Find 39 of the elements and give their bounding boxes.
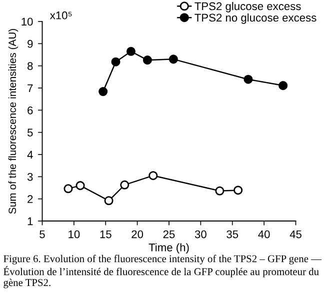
x-tick-label: 15 (100, 230, 112, 238)
x-tick-label: 25 (163, 230, 175, 238)
legend-label: TPS2 no glucose excess (194, 13, 316, 24)
point (234, 186, 243, 195)
point (104, 196, 114, 206)
point (142, 56, 152, 65)
point (76, 181, 85, 190)
x-tick-label: 40 (258, 230, 270, 238)
x-tick-label: 20 (132, 230, 144, 238)
point (126, 46, 136, 56)
legend-label: TPS2 glucose excess (194, 2, 301, 12)
x-tick-label: 35 (226, 230, 238, 238)
y-tick-label: 1 (28, 217, 33, 226)
point (168, 54, 178, 64)
y-tick-label: 2 (28, 195, 33, 203)
y-tick-label: 8 (28, 62, 33, 70)
point (215, 186, 224, 196)
point (278, 81, 288, 90)
y-tick-label: 7 (28, 84, 33, 92)
y-tick-label: 10 (22, 18, 33, 26)
x-tick-label: 10 (68, 230, 80, 238)
y-axis-title: Sum of the fluorescence intensities (AU) (8, 28, 18, 214)
x-tick-label: 30 (194, 230, 206, 238)
point (120, 180, 130, 190)
text: x10⁵ (50, 11, 72, 20)
point (98, 87, 108, 96)
y-tick-label: 4 (27, 150, 33, 159)
y-tick-label: 6 (28, 106, 33, 114)
y-tick-label: 3 (27, 172, 33, 181)
point (111, 57, 120, 66)
x-tick-label: 5 (40, 230, 45, 238)
point (148, 171, 158, 180)
point (64, 184, 73, 194)
x-axis-title: Time (h) (148, 243, 189, 254)
point (244, 74, 253, 84)
x-tick-label: 45 (290, 230, 302, 238)
y-tick-label: 9 (28, 40, 33, 48)
y-tick-label: 5 (27, 128, 33, 136)
caption: Figure 6. Evolution of the fluorescence intensity of the TPS2 – GFP gene — Évolution de l’intensité de fluorescence de la GFP couplée au promoteur du gène TPS2. (4, 254, 322, 288)
